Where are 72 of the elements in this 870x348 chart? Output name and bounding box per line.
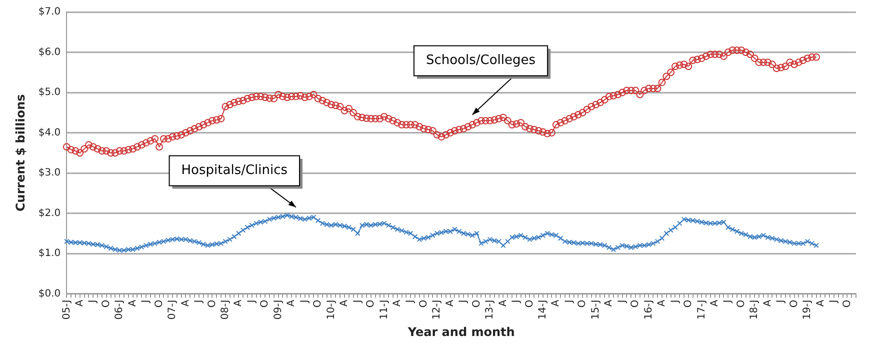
x-tick-label: 09-J [272, 300, 284, 320]
x-tick-label: 15-J [590, 300, 602, 320]
x-tick-label: A [656, 300, 668, 307]
x-tick-label: A [815, 300, 826, 307]
x-tick-label: O [154, 300, 165, 308]
x-tick-label: O [683, 300, 694, 308]
x-tick-label: A [233, 300, 244, 307]
x-tick-label: J [246, 300, 258, 304]
x-tick-label: A [762, 300, 774, 307]
x-tick-label: J [828, 300, 840, 304]
x-tick-label: 18-J [749, 300, 760, 320]
x-tick-label: 05-J [61, 300, 72, 320]
x-tick-label: O [418, 300, 430, 308]
x-tick-label: J [140, 300, 152, 304]
x-tick-label: J [722, 300, 734, 304]
x-tick-label: A [604, 300, 615, 307]
x-tick-label: 13-J [484, 300, 496, 320]
x-tick-label: O [788, 300, 800, 308]
x-tick-label: J [564, 300, 575, 304]
x-tick-label: A [444, 300, 456, 307]
x-tick-label: 14-J [538, 300, 549, 320]
x-tick-label: O [100, 300, 112, 308]
y-tick-label: $3.0 [38, 168, 61, 179]
y-tick-label: $6.0 [38, 46, 61, 58]
y-tick-label: $0.0 [38, 288, 61, 300]
x-tick-label: O [471, 300, 482, 308]
x-tick-label: A [550, 300, 562, 307]
x-tick-label: 07-J [167, 300, 178, 320]
x-tick-label: O [366, 300, 377, 308]
y-tick-label: $5.0 [38, 87, 61, 98]
x-tick-label: 06-J [114, 300, 126, 320]
annotation: Hospitals/Clinics [181, 163, 288, 178]
x-tick-label: A [74, 300, 86, 307]
y-tick-label: $2.0 [38, 208, 61, 219]
x-tick-label: A [498, 300, 509, 307]
x-tick-label: 10-J [326, 300, 337, 320]
x-tick-label: A [709, 300, 720, 307]
annotation: Schools/Colleges [426, 53, 536, 68]
x-tick-label: A [127, 300, 138, 307]
x-tick-label: J [670, 300, 681, 304]
x-tick-label: A [286, 300, 298, 307]
x-tick-label: A [339, 300, 350, 307]
x-tick-label: J [776, 300, 787, 304]
x-tick-label: 19-J [802, 300, 814, 320]
x-tick-label: O [524, 300, 536, 308]
x-axis-title: Year and month [406, 324, 515, 339]
x-tick-label: J [405, 300, 416, 304]
x-tick-label: J [299, 300, 310, 304]
x-tick-label: O [736, 300, 747, 308]
x-tick-label: J [458, 300, 470, 304]
x-tick-label: 16-J [643, 300, 654, 320]
x-tick-label: O [577, 300, 588, 308]
y-tick-label: $1.0 [38, 248, 61, 260]
x-tick-label: O [260, 300, 271, 308]
x-tick-label: O [842, 300, 853, 308]
x-tick-label: O [206, 300, 218, 308]
x-tick-label: O [312, 300, 324, 308]
x-tick-label: A [180, 300, 192, 307]
x-tick-label: O [630, 300, 642, 308]
x-tick-label: 12-J [432, 300, 443, 320]
x-tick-label: 17-J [696, 300, 708, 320]
x-tick-label: 11-J [378, 300, 390, 320]
x-tick-label: J [194, 300, 205, 304]
x-tick-label: A [392, 300, 403, 307]
x-tick-label: J [616, 300, 628, 304]
y-tick-label: $7.0 [38, 6, 61, 18]
x-tick-label: J [352, 300, 364, 304]
x-tick-label: 08-J [220, 300, 232, 320]
y-tick-label: $4.0 [38, 127, 61, 138]
y-axis-title: Current $ billions [13, 94, 28, 212]
x-tick-label: J [511, 300, 522, 304]
x-tick-label: J [88, 300, 99, 304]
